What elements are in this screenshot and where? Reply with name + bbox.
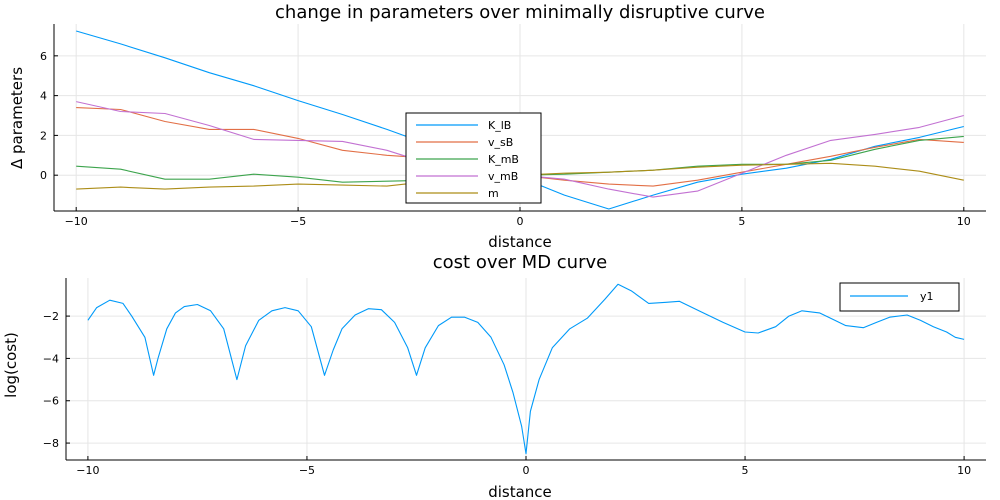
legend-label-K_mB: K_mB <box>488 153 519 166</box>
legend-label-m: m <box>488 187 499 200</box>
legend-label-K_lB: K_lB <box>488 119 511 132</box>
x-tick-label: −5 <box>290 215 306 228</box>
grid <box>66 278 986 460</box>
y-axis-label: log(cost) <box>2 332 20 398</box>
legend-label-v_sB: v_sB <box>488 136 513 149</box>
series-group <box>87 283 965 455</box>
x-tick-label: −10 <box>76 464 99 477</box>
x-tick-label: 5 <box>742 464 749 477</box>
y-tick-label: −6 <box>43 395 59 408</box>
x-tick-label: 5 <box>738 215 745 228</box>
x-tick-label: 10 <box>957 464 971 477</box>
x-tick-label: −10 <box>65 215 88 228</box>
chart-title: cost over MD curve <box>433 252 607 273</box>
legend-box <box>405 112 542 204</box>
y-tick-label: −4 <box>43 352 59 365</box>
x-tick-label: 0 <box>523 464 530 477</box>
y-tick-label: −2 <box>43 310 59 323</box>
y-tick-label: 0 <box>40 169 47 182</box>
parameters-panel: change in parameters over minimally disr… <box>8 2 986 251</box>
legend-label-v_mB: v_mB <box>488 170 518 183</box>
tick-labels: −10 −5 0 5 10 0 2 4 6 <box>40 50 971 228</box>
chart-title: change in parameters over minimally disr… <box>275 2 765 23</box>
series-line-y1 <box>87 283 965 455</box>
x-axis-label: distance <box>488 233 552 251</box>
y-tick-label: 4 <box>40 90 47 103</box>
x-tick-label: 10 <box>957 215 971 228</box>
legend: y1 <box>839 282 960 312</box>
legend-box <box>839 282 960 312</box>
y-tick-label: 6 <box>40 50 47 63</box>
x-tick-label: −5 <box>299 464 315 477</box>
y-axis-label: Δ parameters <box>8 67 26 169</box>
legend-label-y1: y1 <box>920 290 934 303</box>
y-tick-label: −8 <box>43 437 59 450</box>
x-tick-label: 0 <box>517 215 524 228</box>
legend: K_lB v_sB K_mB v_mBm <box>405 112 542 204</box>
x-axis-label: distance <box>488 483 552 500</box>
cost-panel: cost over MD curve −10 −5 0 5 10 −8 −6 −4 −2 dis… <box>2 252 986 500</box>
y-tick-label: 2 <box>40 129 47 142</box>
tick-labels: −10 −5 0 5 10 −8 −6 −4 −2 <box>43 310 971 477</box>
